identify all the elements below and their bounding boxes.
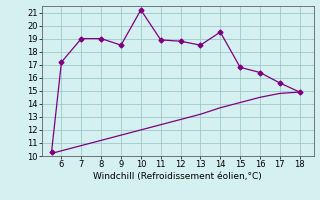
- X-axis label: Windchill (Refroidissement éolien,°C): Windchill (Refroidissement éolien,°C): [93, 172, 262, 181]
